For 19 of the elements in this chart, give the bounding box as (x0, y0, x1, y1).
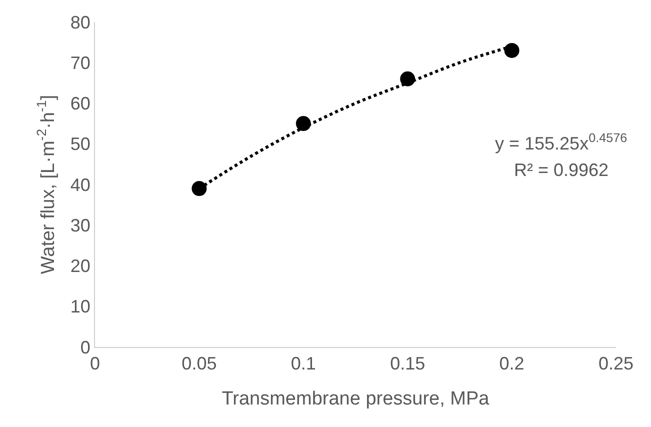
x-tick-label: 0.1 (290, 354, 316, 374)
point (504, 42, 520, 58)
x-tick-label: 0.05 (182, 354, 217, 374)
y-tick-label: 80 (70, 12, 90, 32)
y-tick-label: 20 (70, 256, 90, 276)
y-tick-label: 70 (70, 52, 90, 73)
y-tick-label: 0 (80, 337, 90, 358)
y-tick-label: 30 (70, 215, 90, 236)
y-tick-label: 60 (70, 94, 90, 114)
y-tick-label: 10 (70, 296, 90, 317)
x-tick-label: 0.25 (598, 354, 634, 374)
x-tick-label: 0.15 (390, 354, 426, 374)
x-tick-label: 0.2 (499, 354, 524, 374)
y-tick-label: 40 (70, 174, 90, 195)
y-tick-label: 50 (70, 134, 90, 154)
annotation: y = 155.25x$^{0.4576}$ (495, 131, 628, 154)
point (192, 181, 207, 196)
annotation: R² = 0.9962 (514, 160, 609, 180)
x-axis-title: Transmembrane pressure, MPa (222, 388, 490, 410)
